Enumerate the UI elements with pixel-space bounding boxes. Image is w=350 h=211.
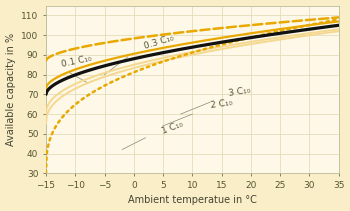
Text: 1 C₁₀: 1 C₁₀ bbox=[160, 119, 184, 136]
Text: 3 C₁₀: 3 C₁₀ bbox=[228, 86, 251, 98]
Text: 0.1 C₁₀: 0.1 C₁₀ bbox=[61, 54, 93, 69]
Y-axis label: Available capacity in %: Available capacity in % bbox=[6, 33, 15, 146]
Text: 0.3 C₁₀: 0.3 C₁₀ bbox=[142, 33, 175, 51]
X-axis label: Ambient temperatue in °C: Ambient temperatue in °C bbox=[128, 195, 257, 206]
Text: 2 C₁₀: 2 C₁₀ bbox=[210, 98, 233, 110]
